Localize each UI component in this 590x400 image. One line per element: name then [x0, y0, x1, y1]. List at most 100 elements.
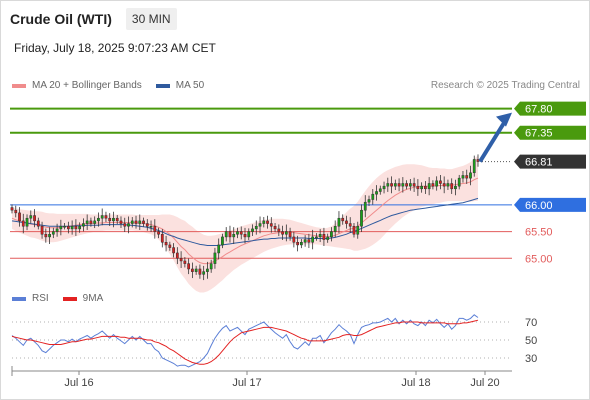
- candle-body: [100, 215, 104, 219]
- candle-body: [160, 233, 164, 243]
- candle-body: [412, 183, 416, 187]
- candle: [85, 214, 89, 230]
- rsi-tick-label: 30: [525, 353, 537, 365]
- candle: [175, 247, 179, 265]
- candle: [145, 219, 149, 231]
- source-credit: Research © 2025 Trading Central: [430, 80, 580, 91]
- candle-body: [322, 233, 326, 240]
- candle-body: [157, 231, 160, 235]
- candle-body: [360, 209, 363, 227]
- candle-body: [228, 231, 232, 238]
- candle: [326, 233, 330, 243]
- ma9-swatch: [62, 296, 77, 301]
- candle: [296, 235, 299, 252]
- candle-body: [401, 183, 405, 187]
- candle-body: [408, 183, 412, 187]
- instrument-title: Crude Oil (WTI): [10, 11, 112, 27]
- candle-body: [221, 236, 224, 246]
- candle-body: [420, 185, 423, 190]
- candle: [74, 219, 78, 236]
- candle: [232, 227, 236, 244]
- candle-body: [416, 185, 420, 190]
- candle: [153, 219, 157, 239]
- candle: [416, 179, 420, 196]
- candle: [371, 189, 375, 205]
- candle-body: [318, 233, 322, 238]
- candle-body: [461, 175, 465, 179]
- candle-body: [236, 231, 239, 235]
- candle-body: [251, 228, 254, 232]
- candle: [36, 217, 40, 230]
- candle: [262, 217, 266, 228]
- candle: [303, 235, 307, 247]
- candle-body: [390, 183, 393, 187]
- candle: [138, 214, 142, 230]
- level-tag-67.80: 67.80: [514, 101, 586, 116]
- rsi-ma-line: [11, 319, 479, 365]
- candle-body: [386, 183, 390, 187]
- candle-body: [469, 172, 472, 179]
- candle: [63, 223, 66, 230]
- timestamp: Friday, July 18, 2025 9:07:23 AM CET: [14, 41, 216, 55]
- legend-ma50: MA 50: [155, 80, 204, 91]
- candle: [14, 205, 18, 218]
- candle-body: [356, 225, 360, 235]
- legend-ma20-label: MA 20 + Bollinger Bands: [32, 80, 142, 91]
- level-tag-65.00: 65.00: [525, 253, 553, 265]
- candle: [337, 211, 341, 234]
- candle-body: [273, 225, 277, 230]
- candle: [439, 175, 442, 190]
- ma50-swatch: [155, 83, 170, 88]
- candle: [311, 229, 315, 250]
- candle: [446, 179, 450, 191]
- rsi-swatch: [12, 296, 26, 301]
- candle-body: [67, 225, 70, 230]
- candle-body: [187, 263, 190, 270]
- candle: [40, 221, 44, 239]
- candle-body: [168, 244, 172, 248]
- candle-body: [371, 193, 375, 200]
- candle: [393, 179, 397, 191]
- candle: [130, 217, 134, 228]
- candle: [247, 228, 251, 241]
- candle-body: [21, 220, 25, 227]
- candle: [142, 217, 145, 227]
- candle: [300, 239, 303, 249]
- candle-body: [337, 217, 341, 227]
- candle: [18, 207, 21, 227]
- candle-body: [130, 220, 134, 224]
- candle: [55, 223, 59, 237]
- candle-body: [153, 225, 157, 232]
- level-tag-67.35: 67.35: [514, 125, 586, 140]
- candle: [202, 265, 206, 281]
- candle-body: [348, 223, 352, 227]
- rsi-tick-label: 70: [525, 317, 537, 329]
- candle-body: [198, 268, 202, 275]
- candle-body: [239, 231, 243, 235]
- candle-body: [138, 220, 142, 224]
- candle: [51, 227, 55, 239]
- candle-body: [93, 220, 97, 224]
- candle-body: [300, 242, 303, 246]
- candle-body: [74, 225, 78, 230]
- candle: [108, 213, 112, 227]
- candle-body: [217, 244, 221, 254]
- candle: [112, 211, 115, 228]
- candle-body: [292, 236, 296, 243]
- candle: [134, 215, 138, 229]
- candle: [100, 208, 104, 226]
- candle: [281, 225, 284, 241]
- candle: [224, 227, 228, 242]
- candle-body: [194, 268, 198, 272]
- candle: [427, 177, 431, 196]
- candle: [442, 176, 446, 194]
- candle: [236, 227, 239, 239]
- candle: [179, 251, 183, 269]
- interval-badge[interactable]: 30 MIN: [125, 8, 177, 30]
- candle: [164, 235, 168, 252]
- candle: [243, 227, 247, 244]
- candle: [322, 227, 326, 246]
- candle: [461, 170, 465, 183]
- candle-body: [85, 220, 89, 224]
